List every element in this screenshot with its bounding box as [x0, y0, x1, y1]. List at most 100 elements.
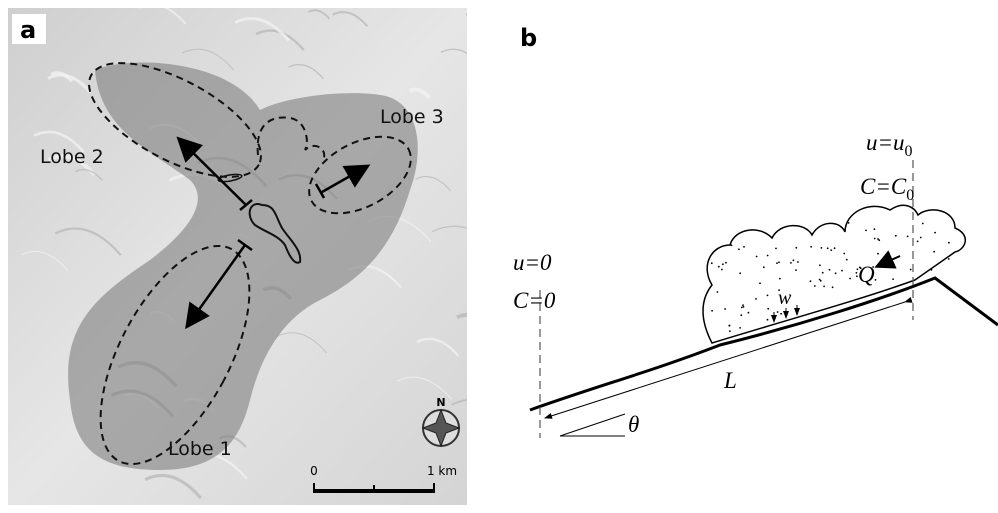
- angle-label: θ: [628, 412, 639, 437]
- subscript: 0: [906, 187, 914, 204]
- particle: [790, 262, 792, 264]
- particle: [922, 223, 924, 225]
- panel-label: a: [20, 16, 36, 44]
- subscript: 0: [905, 143, 913, 160]
- particle: [892, 278, 894, 280]
- particle: [759, 282, 761, 284]
- particle: [843, 253, 845, 255]
- particle: [823, 286, 825, 288]
- ridge: [466, 13, 487, 22]
- particle: [948, 258, 950, 260]
- particle: [776, 262, 778, 264]
- particle: [846, 259, 848, 261]
- scale-label: 1 km: [427, 464, 457, 478]
- particle: [740, 314, 742, 316]
- particle: [763, 266, 765, 268]
- particle: [767, 308, 769, 310]
- particle: [910, 269, 912, 271]
- particle: [729, 330, 731, 332]
- particle: [748, 312, 750, 314]
- particle: [832, 286, 834, 288]
- particle: [822, 272, 824, 274]
- particle: [725, 262, 727, 264]
- particle: [717, 291, 719, 293]
- particle: [777, 311, 779, 313]
- particle: [711, 262, 713, 264]
- scale-label: 0: [310, 464, 318, 478]
- particle: [728, 325, 730, 327]
- particle: [775, 248, 777, 250]
- particle: [874, 238, 876, 240]
- particle: [755, 298, 757, 300]
- particle: [810, 280, 812, 282]
- particle: [841, 270, 843, 272]
- map: Lobe 2 Lobe 3 Lobe 1 a N 0 1 km: [8, 4, 527, 505]
- panel-label: b: [520, 24, 537, 52]
- particle: [743, 246, 745, 248]
- particle: [797, 261, 799, 263]
- particle: [767, 295, 769, 297]
- cloud-outline: [703, 205, 965, 343]
- label-text: C=C: [860, 174, 907, 199]
- particle: [917, 241, 919, 243]
- particle: [741, 307, 743, 309]
- particle: [722, 263, 724, 265]
- left-velocity: u=0: [513, 250, 552, 275]
- particle: [778, 261, 780, 263]
- particle: [877, 253, 879, 255]
- angle-side: [560, 414, 625, 436]
- particle: [834, 247, 836, 249]
- current-cloud: [703, 205, 965, 343]
- particle: [767, 255, 769, 257]
- particle: [724, 308, 726, 310]
- particle: [793, 259, 795, 261]
- particle: [934, 232, 936, 234]
- particle: [711, 310, 713, 312]
- particle: [738, 248, 740, 250]
- right-velocity: u=u0: [866, 130, 913, 160]
- particle: [830, 249, 832, 251]
- flux-label: Q: [858, 262, 875, 287]
- lobe-label: Lobe 3: [380, 106, 444, 128]
- particle: [920, 237, 922, 239]
- particle: [895, 235, 897, 237]
- right-concentration: C=C0: [860, 174, 914, 204]
- particle: [948, 242, 950, 244]
- particle: [848, 222, 850, 224]
- particle: [795, 269, 797, 271]
- particle: [835, 272, 837, 274]
- label-text: u=u: [866, 130, 905, 155]
- particle: [718, 266, 720, 268]
- particle: [731, 244, 733, 246]
- settling-label: w: [778, 287, 792, 309]
- particle: [907, 236, 909, 238]
- particle: [739, 327, 741, 329]
- particle: [756, 256, 758, 258]
- figure: Lobe 2 Lobe 3 Lobe 1 a N 0 1 km b: [0, 0, 998, 513]
- particle: [849, 278, 851, 280]
- lobe-label: Lobe 2: [40, 146, 104, 168]
- particle: [931, 269, 933, 271]
- particle: [810, 246, 812, 248]
- length-label: L: [723, 368, 737, 393]
- lobe-label: Lobe 1: [168, 438, 232, 460]
- particle: [829, 269, 831, 271]
- particle: [819, 279, 821, 281]
- particle: [878, 239, 880, 241]
- particle: [721, 269, 723, 271]
- particle: [865, 230, 867, 232]
- particle: [875, 279, 877, 281]
- compass-north: N: [436, 396, 445, 409]
- particle: [743, 306, 745, 308]
- left-concentration: C=0: [513, 288, 556, 313]
- particle: [739, 272, 741, 274]
- particle: [795, 247, 797, 249]
- particle: [933, 251, 935, 253]
- particle: [767, 319, 769, 321]
- particle: [827, 247, 829, 249]
- particle: [742, 304, 744, 306]
- particle: [874, 228, 876, 230]
- particle: [819, 264, 821, 266]
- particle: [779, 278, 781, 280]
- particle: [780, 313, 782, 315]
